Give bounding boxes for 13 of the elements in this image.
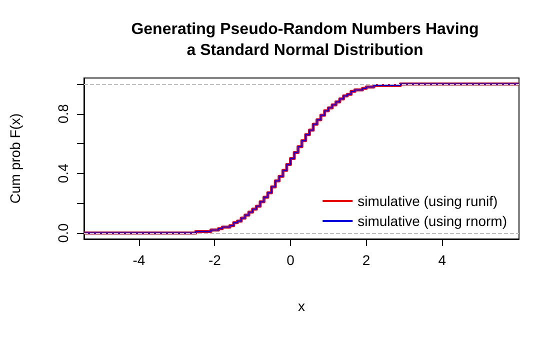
x-tick-label: -4 (132, 252, 146, 268)
x-tick-label: 0 (286, 252, 295, 268)
x-tick-label: 2 (362, 252, 370, 268)
y-tick-label: 0.8 (55, 104, 71, 124)
chart-title: Generating Pseudo-Random Numbers Having a Standard Normal Distribution (131, 21, 479, 59)
y-tick-label: 0.0 (55, 223, 71, 243)
x-tick-label: -2 (208, 252, 222, 268)
y-tick-label: 0.4 (55, 163, 71, 184)
y-axis-title: Cum prob F(x) (7, 113, 23, 204)
x-axis-title: x (298, 298, 305, 314)
x-tick-label: 4 (438, 252, 446, 268)
legend-label: simulative (using runif) (358, 193, 498, 209)
legend-label: simulative (using rnorm) (358, 213, 508, 229)
